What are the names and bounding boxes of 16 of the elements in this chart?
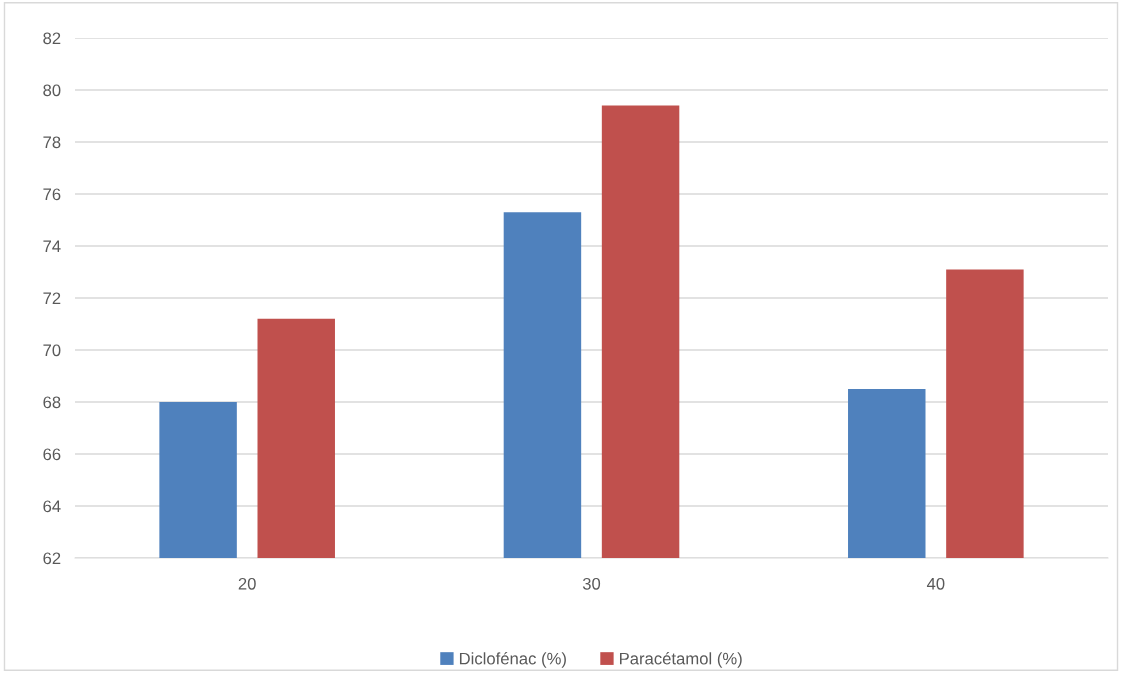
x-tick-label: 40 — [926, 577, 945, 590]
x-tick-label: 30 — [582, 577, 601, 590]
y-tick-label: 68 — [43, 396, 61, 409]
x-tick-label: 20 — [238, 577, 256, 590]
legend-label: Paracétamol (%) — [619, 652, 742, 668]
y-tick-label: 70 — [43, 344, 61, 357]
y-tick-label: 82 — [43, 32, 61, 45]
y-tick-label: 72 — [43, 292, 61, 305]
y-tick-label: 74 — [43, 240, 61, 253]
y-tick-label: 78 — [43, 136, 61, 149]
y-tick-label: 62 — [43, 552, 61, 565]
legend-label: Diclofénac (%) — [459, 652, 566, 668]
y-tick-label: 66 — [43, 448, 61, 461]
y-tick-label: 64 — [43, 500, 61, 513]
y-tick-label: 80 — [43, 84, 61, 97]
y-tick-label: 76 — [43, 188, 61, 201]
